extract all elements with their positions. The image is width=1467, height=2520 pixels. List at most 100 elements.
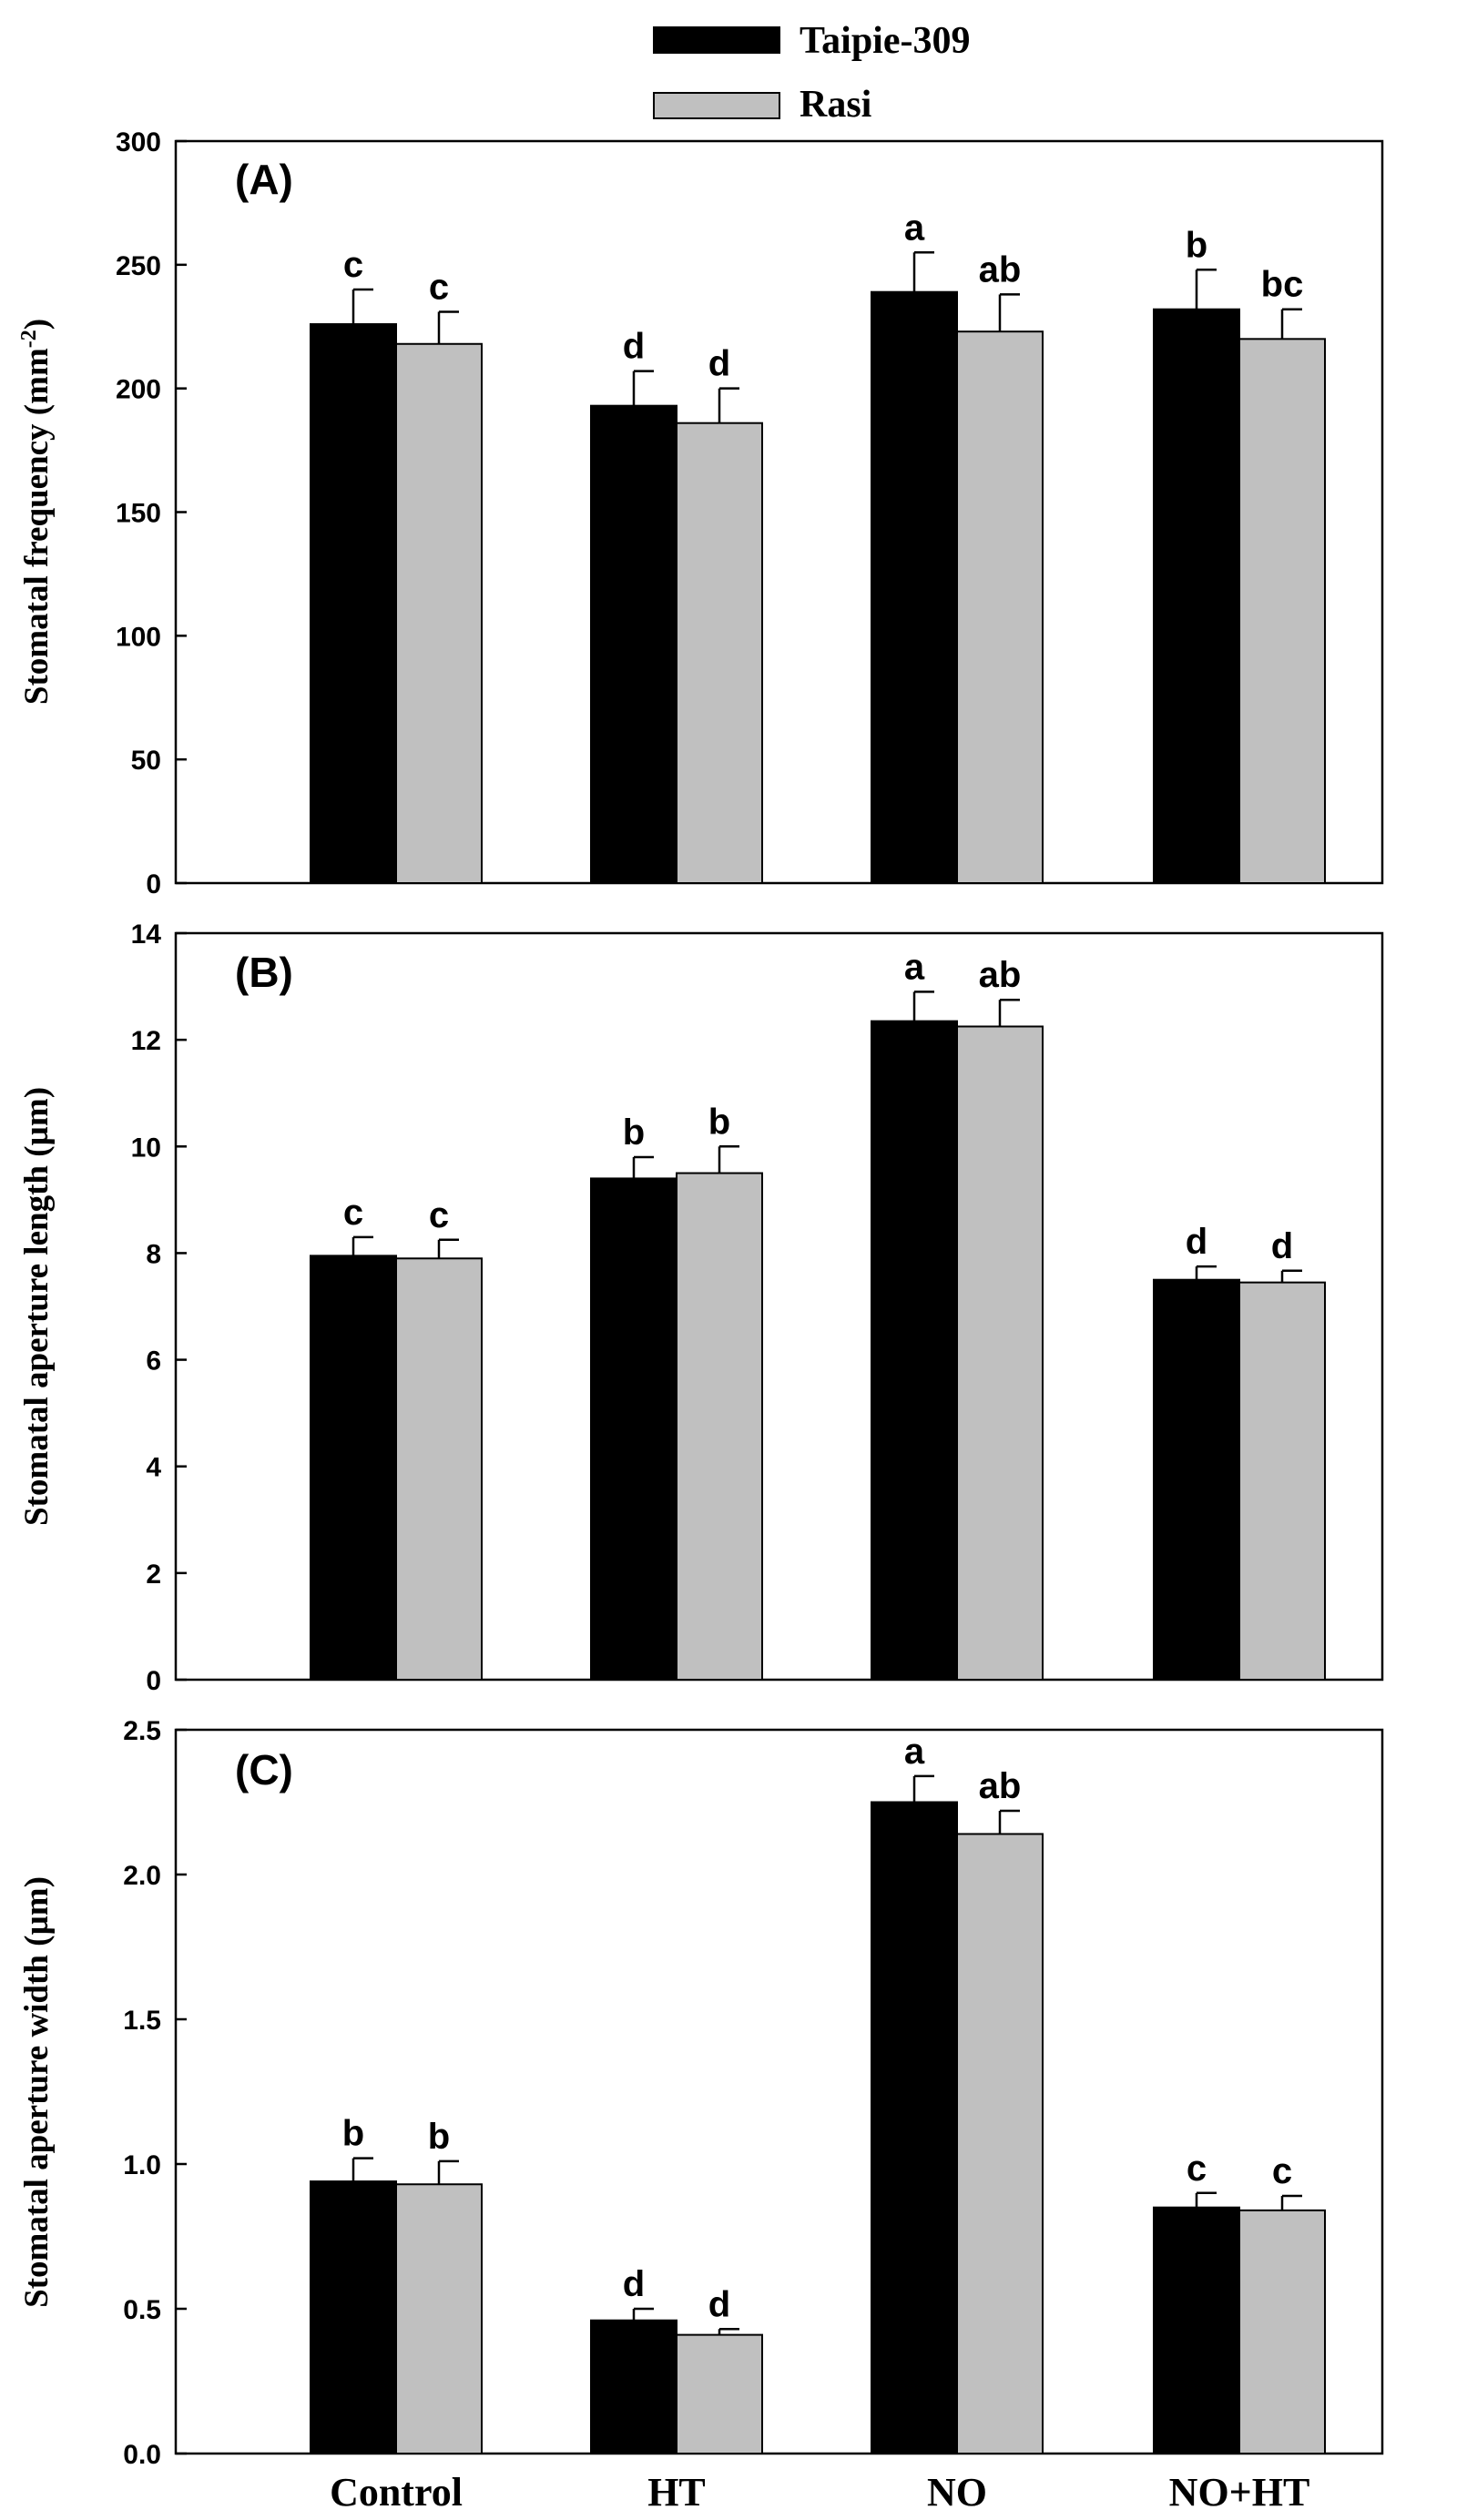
sig-letter-a-0-0: c [343, 245, 363, 285]
sig-letter-b-1-1: b [708, 1102, 730, 1142]
y-axis-label-a-sup: -2 [17, 330, 41, 348]
sig-letter-b-0-1: b [623, 1113, 645, 1153]
sig-letter-a-1-1: d [708, 344, 730, 384]
y-tick-label-c-3: 1.5 [123, 2006, 161, 2036]
x-axis-categories: Control HT NO NO+HT [330, 2470, 1309, 2515]
bar-a-taipie-2 [871, 290, 958, 884]
y-axis-label-c: Stomatal aperture width (µm) [18, 1876, 56, 2308]
bar-c-rasi-2 [956, 1833, 1044, 2454]
y-tick-label-c-0: 0.0 [123, 2440, 161, 2470]
panel-label-a: (A) [235, 156, 293, 203]
bar-a-taipie-3 [1153, 308, 1240, 884]
sig-letter-c-0-1: d [623, 2264, 645, 2304]
legend-swatch-taipie [653, 26, 780, 54]
bar-b-rasi-2 [956, 1025, 1044, 1681]
bar-b-taipie-3 [1153, 1278, 1240, 1681]
y-tick-label-b-7: 14 [131, 920, 162, 950]
category-label-control: Control [330, 2470, 463, 2515]
y-tick-label-b-1: 2 [146, 1560, 161, 1590]
bar-c-taipie-3 [1153, 2206, 1240, 2454]
sig-letter-c-1-0: b [428, 2117, 450, 2157]
sig-letter-c-0-2: a [904, 1732, 925, 1772]
sig-letter-a-1-2: ab [979, 249, 1022, 290]
sig-letter-a-1-3: bc [1261, 265, 1304, 305]
plot-frame-c [174, 1728, 1384, 2455]
panel-c: (C) Stomatal aperture width (µm) 0.0 0.5 1… [18, 1716, 1384, 2470]
sig-letter-a-0-2: a [904, 208, 925, 248]
y-axis-label-a-main: Stomatal frequency (mm [18, 348, 56, 705]
sig-letter-c-1-1: d [708, 2284, 730, 2324]
y-tick-label-c-4: 2.0 [123, 1861, 161, 1891]
y-tick-label-b-0: 0 [146, 1666, 161, 1696]
panel-label-b: (B) [235, 949, 293, 996]
bar-c-taipie-1 [590, 2319, 677, 2454]
legend-label-rasi: Rasi [800, 84, 872, 126]
y-tick-label-a-3: 150 [116, 499, 161, 529]
bar-a-rasi-0 [395, 342, 483, 884]
plot-frame-b [174, 931, 1384, 1682]
panel-b: (B) Stomatal aperture length (µm) 0 2 4 6 8 1… [18, 920, 1384, 1696]
sig-letter-b-0-0: c [343, 1193, 363, 1233]
y-tick-label-a-5: 250 [116, 251, 161, 281]
sig-letter-c-1-3: c [1272, 2151, 1292, 2191]
y-tick-label-a-0: 0 [146, 869, 161, 899]
y-tick-label-c-1: 0.5 [123, 2295, 161, 2325]
y-tick-label-a-1: 50 [131, 746, 161, 776]
sig-letter-a-0-3: b [1186, 225, 1207, 265]
sig-letter-b-1-2: ab [979, 955, 1022, 995]
panel-a: (A) Stomatal frequency (mm-2) 0 50 100 150 2… [17, 127, 1384, 899]
legend-swatch-rasi [653, 92, 780, 119]
y-axis-label-b: Stomatal aperture length (µm) [18, 1087, 56, 1526]
bar-b-taipie-1 [590, 1177, 677, 1681]
bar-b-rasi-1 [676, 1172, 763, 1681]
legend: Taipie-309 Rasi [653, 20, 970, 126]
sig-letter-b-0-3: d [1186, 1222, 1207, 1262]
category-label-no: NO [927, 2470, 987, 2515]
bars-b: c b a d c b ab d [310, 947, 1326, 1682]
bar-b-rasi-3 [1238, 1281, 1326, 1681]
bar-a-rasi-2 [956, 330, 1044, 884]
y-tick-label-b-3: 6 [146, 1346, 161, 1377]
y-tick-label-a-2: 100 [116, 622, 161, 652]
bar-c-taipie-0 [310, 2180, 397, 2455]
y-tick-label-b-2: 4 [146, 1453, 161, 1483]
sig-letter-b-1-0: c [429, 1195, 449, 1235]
sig-letter-a-1-0: c [429, 267, 449, 307]
bar-a-taipie-0 [310, 323, 397, 884]
sig-letter-b-1-3: d [1271, 1226, 1293, 1266]
bar-b-rasi-0 [395, 1257, 483, 1682]
y-tick-label-a-6: 300 [116, 127, 161, 158]
bar-a-rasi-1 [676, 422, 763, 884]
y-tick-label-b-5: 10 [131, 1133, 161, 1163]
sig-letter-c-1-2: ab [979, 1766, 1022, 1806]
y-tick-label-a-4: 200 [116, 375, 161, 405]
y-tick-label-c-5: 2.5 [123, 1716, 161, 1746]
bar-c-taipie-2 [871, 1801, 958, 2454]
y-tick-label-c-2: 1.0 [123, 2150, 161, 2180]
bar-a-rasi-3 [1238, 338, 1326, 885]
category-label-no-ht: NO+HT [1169, 2470, 1310, 2515]
y-tick-label-b-6: 12 [131, 1026, 161, 1056]
y-axis-label-a-end: ) [18, 319, 56, 330]
y-ticks-a: 0 50 100 150 200 250 300 [116, 127, 187, 899]
y-tick-label-b-4: 8 [146, 1239, 161, 1269]
sig-letter-b-0-2: a [904, 947, 925, 987]
panel-label-c: (C) [235, 1746, 293, 1793]
sig-letter-c-0-3: c [1187, 2149, 1207, 2189]
y-ticks-c: 0.0 0.5 1.0 1.5 2.0 2.5 [123, 1716, 187, 2470]
bar-c-rasi-3 [1238, 2209, 1326, 2454]
y-ticks-b: 0 2 4 6 8 10 12 14 [131, 920, 187, 1696]
bar-b-taipie-2 [871, 1020, 958, 1681]
bar-c-rasi-0 [395, 2183, 483, 2454]
bar-b-taipie-0 [310, 1255, 397, 1682]
category-label-ht: HT [647, 2470, 706, 2515]
bar-a-taipie-1 [590, 404, 677, 884]
sig-letter-a-0-1: d [623, 327, 645, 367]
sig-letter-c-0-0: b [342, 2114, 364, 2154]
bar-c-rasi-1 [676, 2333, 763, 2455]
y-axis-label-a: Stomatal frequency (mm-2) [17, 319, 56, 705]
bars-c: b d a c b d ab c [310, 1732, 1326, 2455]
legend-label-taipie: Taipie-309 [800, 20, 970, 62]
